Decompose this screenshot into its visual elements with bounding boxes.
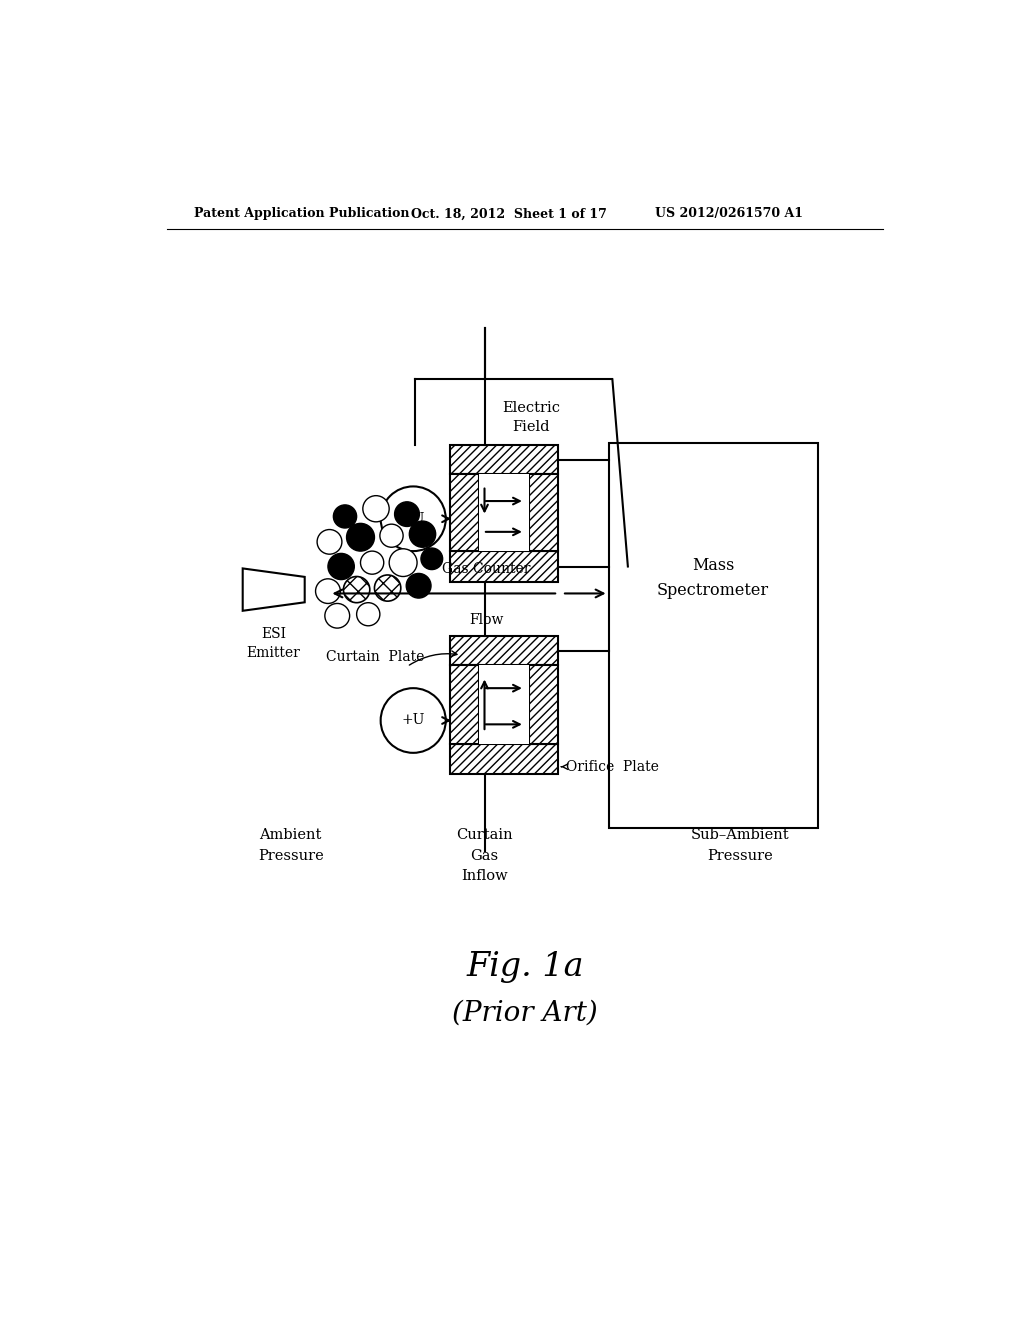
Text: Orifice  Plate: Orifice Plate xyxy=(566,760,658,774)
Text: Fig. 1a: Fig. 1a xyxy=(466,950,584,983)
Text: Flow: Flow xyxy=(469,612,503,627)
Text: Curtain  Plate: Curtain Plate xyxy=(327,649,425,664)
Circle shape xyxy=(317,529,342,554)
Circle shape xyxy=(343,577,370,603)
Text: Patent Application Publication: Patent Application Publication xyxy=(194,207,410,220)
Bar xyxy=(450,665,479,743)
Polygon shape xyxy=(243,569,305,611)
Bar xyxy=(528,665,558,743)
Circle shape xyxy=(375,576,400,601)
Circle shape xyxy=(328,553,354,579)
Bar xyxy=(450,743,558,775)
Bar xyxy=(608,444,818,829)
Circle shape xyxy=(315,578,340,603)
Circle shape xyxy=(389,549,417,577)
Circle shape xyxy=(410,521,435,548)
Circle shape xyxy=(421,548,442,570)
Text: Sub–Ambient
Pressure: Sub–Ambient Pressure xyxy=(691,829,790,863)
Text: Ambient
Pressure: Ambient Pressure xyxy=(258,829,324,863)
Bar xyxy=(450,552,558,582)
Circle shape xyxy=(346,523,375,552)
Bar xyxy=(450,474,479,552)
Text: Electric
Field: Electric Field xyxy=(502,401,560,434)
Circle shape xyxy=(407,573,431,598)
Circle shape xyxy=(334,506,356,528)
Bar xyxy=(450,636,558,665)
Text: +U: +U xyxy=(401,714,425,727)
Circle shape xyxy=(381,486,445,552)
Text: Mass
Spectrometer: Mass Spectrometer xyxy=(657,557,769,599)
Circle shape xyxy=(362,495,389,521)
Circle shape xyxy=(356,603,380,626)
Circle shape xyxy=(325,603,349,628)
Text: Oct. 18, 2012  Sheet 1 of 17: Oct. 18, 2012 Sheet 1 of 17 xyxy=(411,207,607,220)
Text: ESI
Emitter: ESI Emitter xyxy=(247,627,301,660)
Bar xyxy=(479,474,528,552)
Text: US 2012/0261570 A1: US 2012/0261570 A1 xyxy=(655,207,803,220)
Circle shape xyxy=(380,524,403,548)
Bar xyxy=(528,474,558,552)
Text: Gas Counter: Gas Counter xyxy=(441,562,530,576)
Circle shape xyxy=(381,688,445,752)
Circle shape xyxy=(360,552,384,574)
Text: Curtain
Gas
Inflow: Curtain Gas Inflow xyxy=(456,829,513,883)
Bar xyxy=(450,445,558,474)
Text: (Prior Art): (Prior Art) xyxy=(452,999,598,1027)
Text: +U: +U xyxy=(401,512,425,525)
Circle shape xyxy=(394,502,420,527)
Bar xyxy=(479,665,528,743)
